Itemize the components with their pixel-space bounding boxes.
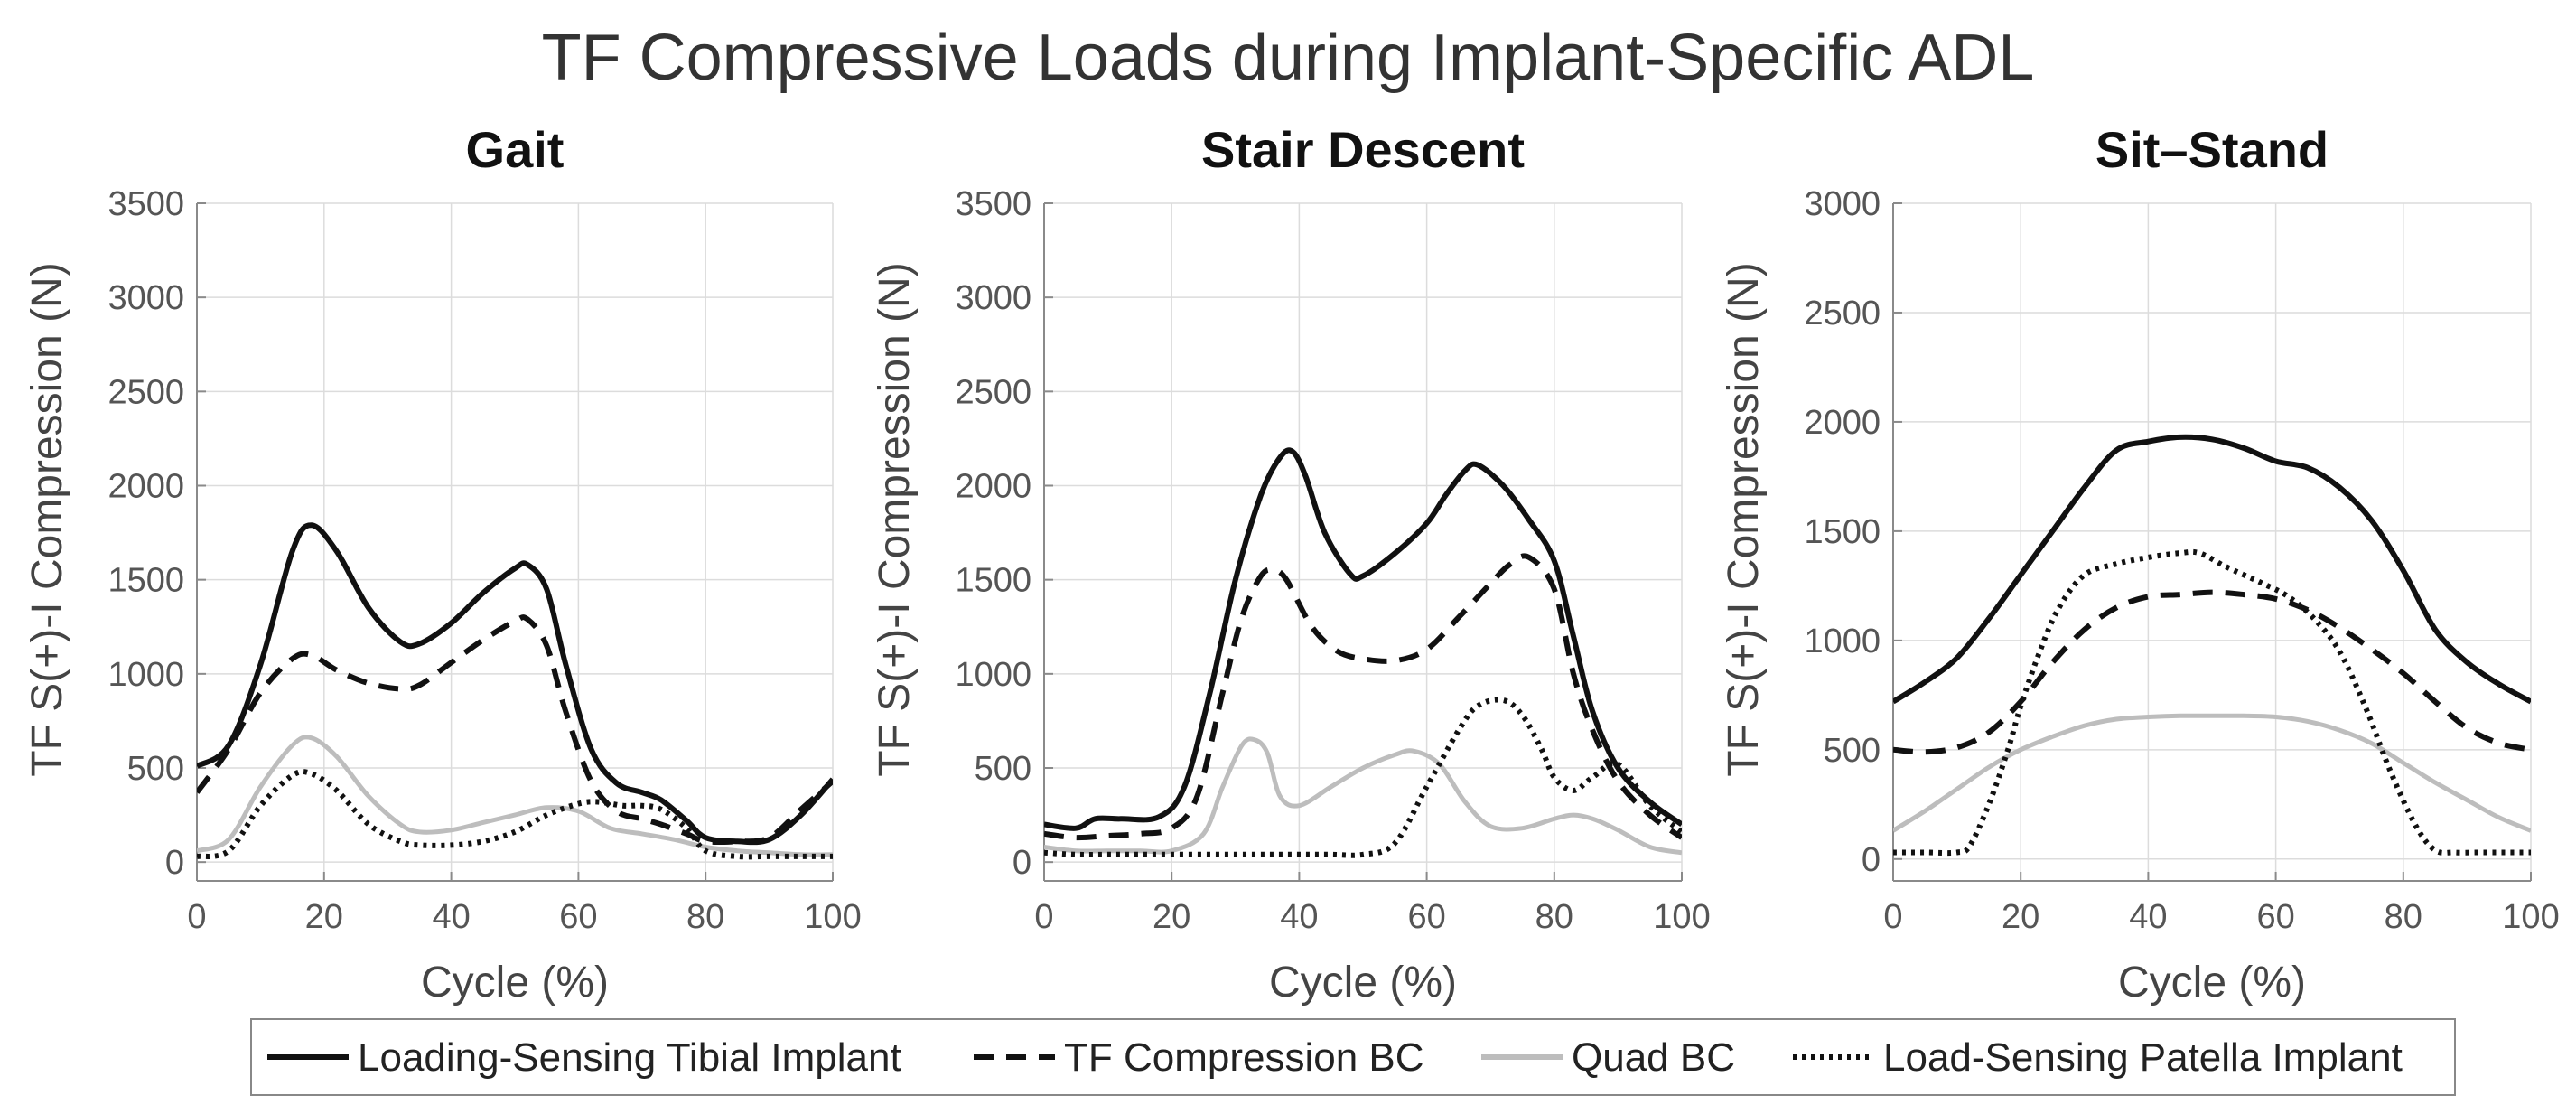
gait-ytick-label: 2500 <box>107 373 184 411</box>
sit-stand-xtick-label: 0 <box>1883 898 1902 936</box>
gait-xtick-label: 0 <box>187 898 206 936</box>
stair-descent-xlabel: Cycle (%) <box>1269 959 1457 1006</box>
stair-descent-xtick-label: 80 <box>1535 898 1573 936</box>
stair-descent-series-quad-bc <box>1044 736 1682 856</box>
stair-descent-xtick-label: 0 <box>1034 898 1053 936</box>
gait-ylabel: TF S(+)-I Compression (N) <box>23 262 71 776</box>
stair-descent-title: Stair Descent <box>1201 121 1525 178</box>
legend-label-tf-bc: TF Compression BC <box>1064 1035 1424 1080</box>
stair-descent-ytick-label: 3500 <box>955 185 1031 223</box>
gait-xlabel: Cycle (%) <box>421 959 609 1006</box>
sit-stand-xtick-label: 60 <box>2256 898 2294 936</box>
sit-stand-ytick-label: 1500 <box>1804 513 1881 551</box>
stair-descent-ytick-label: 500 <box>975 750 1031 788</box>
sit-stand-xtick-label: 20 <box>2002 898 2039 936</box>
gait-ytick-label: 1000 <box>107 656 184 694</box>
stair-descent-ytick-label: 1000 <box>955 656 1031 694</box>
sit-stand-ytick-label: 500 <box>1824 732 1881 770</box>
gait-xtick-label: 100 <box>804 898 861 936</box>
legend-label-tibial: Loading-Sensing Tibial Implant <box>358 1035 901 1080</box>
gait-ytick-label: 0 <box>165 844 184 882</box>
legend-item-quad-bc: Quad BC <box>1481 1035 1735 1080</box>
gait-xtick-label: 60 <box>559 898 597 936</box>
stair-descent-ytick-label: 1500 <box>955 562 1031 600</box>
gait-series-patella <box>197 769 833 860</box>
stair-descent-xtick-label: 20 <box>1153 898 1190 936</box>
sit-stand-ytick-label: 3000 <box>1804 185 1881 223</box>
stair-descent-ytick-label: 2000 <box>955 468 1031 506</box>
gait-ytick-label: 2000 <box>107 468 184 506</box>
stair-descent-panel: 0 20 40 60 80 1000500100015002000250030003500… <box>871 121 1711 1006</box>
gait-xtick-label: 40 <box>432 898 470 936</box>
stair-descent-ytick-label: 0 <box>1013 844 1031 882</box>
sit-stand-xtick-label: 80 <box>2385 898 2422 936</box>
legend: Loading-Sensing Tibial Implant TF Compre… <box>250 1018 2456 1096</box>
legend-label-patella: Load-Sensing Patella Implant <box>1883 1035 2403 1080</box>
sit-stand-title: Sit–Stand <box>2095 121 2329 178</box>
stair-descent-series-tibial <box>1044 447 1682 831</box>
sit-stand-ylabel: TF S(+)-I Compression (N) <box>1720 262 1768 776</box>
sit-stand-xtick-label: 100 <box>2502 898 2559 936</box>
gait-ytick-label: 3500 <box>107 185 184 223</box>
stair-descent-xtick-label: 40 <box>1280 898 1318 936</box>
sit-stand-series-quad-bc <box>1893 713 2531 833</box>
stair-descent-xtick-label: 100 <box>1653 898 1710 936</box>
stair-descent-ylabel: TF S(+)-I Compression (N) <box>871 262 919 776</box>
stair-descent-ytick-label: 3000 <box>955 279 1031 317</box>
sit-stand-series-tf-bc <box>1893 589 2531 755</box>
gait-series-quad-bc <box>197 735 833 857</box>
legend-item-tf-bc: TF Compression BC <box>974 1035 1424 1080</box>
sit-stand-series-tibial <box>1893 434 2531 705</box>
legend-item-tibial: Loading-Sensing Tibial Implant <box>267 1035 901 1080</box>
gait-ytick-label: 1500 <box>107 562 184 600</box>
figure-title: TF Compressive Loads during Implant-Spec… <box>542 22 2035 94</box>
sit-stand-series-patella <box>1893 548 2531 857</box>
gait-ytick-label: 3000 <box>107 279 184 317</box>
stair-descent-xtick-label: 60 <box>1407 898 1445 936</box>
gait-title: Gait <box>466 121 565 178</box>
legend-label-quad-bc: Quad BC <box>1572 1035 1735 1080</box>
gait-series-tf-bc <box>197 614 833 846</box>
gait-ytick-label: 500 <box>127 750 184 788</box>
gait-series-tibial <box>197 522 833 846</box>
gait-xtick-label: 80 <box>686 898 724 936</box>
stair-descent-ytick-label: 2500 <box>955 373 1031 411</box>
sit-stand-xtick-label: 40 <box>2129 898 2167 936</box>
sit-stand-panel: 0 20 40 60 80 100050010001500200025003000Sit–… <box>1720 121 2560 1006</box>
sit-stand-ytick-label: 0 <box>1862 841 1881 879</box>
legend-item-patella: Load-Sensing Patella Implant <box>1793 1035 2403 1080</box>
legend-box <box>250 1018 2456 1096</box>
stair-descent-series-tf-bc <box>1044 553 1682 841</box>
sit-stand-ytick-label: 2500 <box>1804 295 1881 332</box>
stair-descent-series-patella <box>1044 697 1682 858</box>
gait-panel: 0 20 40 60 80 1000500100015002000250030003500… <box>23 121 862 1006</box>
gait-xtick-label: 20 <box>305 898 343 936</box>
sit-stand-ytick-label: 2000 <box>1804 404 1881 442</box>
sit-stand-ytick-label: 1000 <box>1804 623 1881 660</box>
sit-stand-xlabel: Cycle (%) <box>2118 959 2306 1006</box>
